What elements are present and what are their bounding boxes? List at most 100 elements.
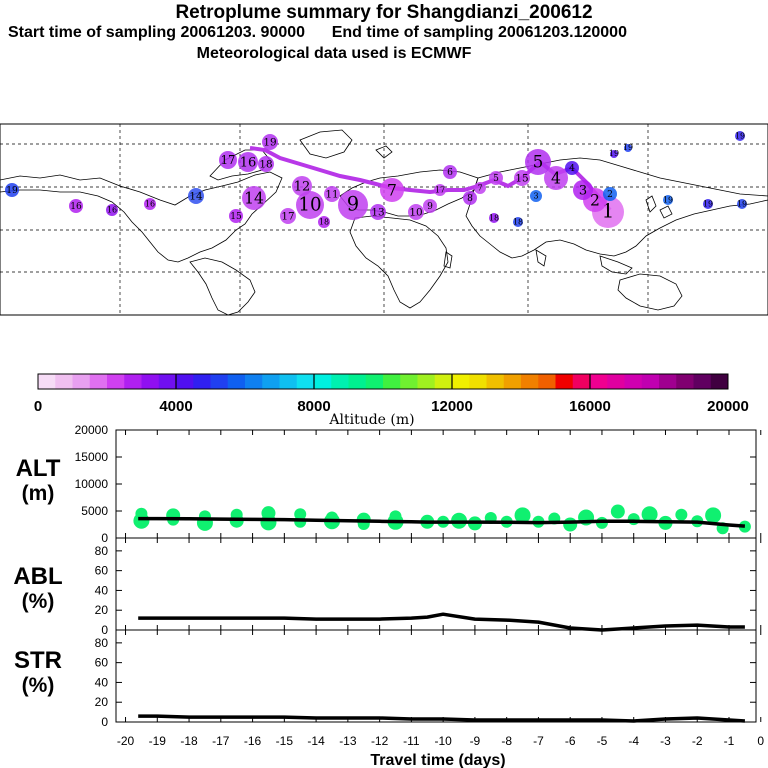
- time-series-panels: ALT (m) ABL (%) STR (%) 0 5000 10000 15000 2…: [13, 423, 764, 768]
- str-y-tick-label: 80: [95, 636, 109, 650]
- colorbar-cell: [624, 374, 643, 389]
- plume-marker-label: 9: [347, 192, 359, 215]
- plume-marker-label: 15: [230, 212, 242, 222]
- plume-marker: [188, 188, 204, 204]
- plume-marker: [489, 213, 499, 223]
- alt-cluster-point: [610, 504, 625, 519]
- alt-y-tick-label: 10000: [75, 477, 109, 491]
- plume-marker: [69, 199, 83, 213]
- plume-marker-label: 18: [259, 159, 272, 171]
- plume-marker: [280, 208, 296, 224]
- str-series-line: [138, 714, 746, 723]
- alt-series-line: [138, 516, 746, 528]
- abl-y-tick-label: 60: [95, 564, 109, 578]
- alt-cluster-point: [627, 513, 640, 526]
- plume-marker-label: 17: [435, 186, 445, 195]
- colorbar-tick-label: 12000: [431, 398, 473, 415]
- plume-marker: [318, 216, 330, 228]
- colorbar-cell: [710, 374, 729, 389]
- plume-marker-label: 19: [737, 199, 747, 208]
- altitude-colorbar: 0 4000 8000 12000 16000 20000 Altitude (m): [34, 373, 749, 428]
- colorbar-cell: [141, 374, 160, 389]
- met-data-note: Meteorological data used is ECMWF: [196, 45, 472, 62]
- plume-marker: [5, 183, 19, 197]
- plume-marker-label: 18: [513, 217, 523, 226]
- x-tick-label: -12: [371, 734, 389, 748]
- plume-marker-label: 16: [70, 202, 82, 212]
- plume-marker-label: 8: [467, 194, 473, 204]
- x-tick-label: -17: [212, 734, 230, 748]
- alt-y-tick-label: 5000: [81, 504, 108, 518]
- plume-marker: [408, 204, 424, 220]
- x-axis-label: Travel time (days): [370, 752, 505, 768]
- page-title: Retroplume summary for Shangdianzi_20061…: [175, 2, 593, 23]
- colorbar-cell: [55, 374, 73, 389]
- str-panel: [115, 629, 757, 723]
- abl-label: ABL: [13, 563, 62, 590]
- plume-marker: [370, 204, 386, 220]
- colorbar-cell: [400, 374, 418, 389]
- abl-y-tick-label: 0: [101, 623, 108, 637]
- plume-marker-label: 12: [294, 180, 311, 195]
- x-tick-label: -9: [470, 734, 481, 748]
- colorbar-cell: [193, 374, 211, 389]
- plume-marker-label: 2: [590, 191, 600, 209]
- plume-marker-label: 17: [221, 153, 236, 167]
- plume-marker: [324, 186, 340, 202]
- colorbar-cell: [572, 374, 591, 389]
- plume-marker-label: 19: [663, 195, 673, 204]
- colorbar-cell: [676, 374, 694, 389]
- plume-marker: [663, 195, 673, 205]
- plume-marker: [603, 187, 617, 201]
- colorbar-cell: [348, 374, 367, 389]
- alt-cluster-point: [514, 507, 531, 524]
- str-y-tick-label: 60: [95, 656, 109, 670]
- alt-cluster-point: [135, 507, 148, 520]
- colorbar-cell: [210, 374, 229, 389]
- abl-y-tick-label: 40: [95, 583, 109, 597]
- plume-marker: [489, 171, 503, 185]
- plume-marker-label: 9: [427, 202, 433, 212]
- colorbar-cell: [659, 374, 677, 389]
- colorbar-cell: [227, 374, 246, 389]
- colorbar-cell: [365, 374, 384, 389]
- colorbar-cell: [693, 374, 712, 389]
- plume-marker: [513, 217, 523, 227]
- x-tick-label: -4: [628, 734, 639, 748]
- plume-marker: [106, 204, 118, 216]
- x-tick-label: -15: [276, 734, 294, 748]
- plume-marker-label: 3: [579, 184, 587, 199]
- str-label: STR: [14, 647, 62, 674]
- plume-marker-label: 15: [515, 173, 528, 185]
- str-y-tick-label: 0: [101, 715, 108, 729]
- x-tick-label: -1: [724, 734, 735, 748]
- colorbar-tick-label: 20000: [707, 398, 749, 415]
- x-tick-label: -18: [180, 734, 198, 748]
- colorbar-cell: [607, 374, 625, 389]
- colorbar-cell: [38, 374, 56, 389]
- plume-marker: [525, 149, 551, 175]
- plume-marker-label: 16: [107, 206, 117, 215]
- plume-marker: [144, 198, 156, 210]
- x-tick-label: -11: [403, 734, 420, 748]
- colorbar-tick-label: 4000: [159, 398, 192, 415]
- x-tick-label: -7: [533, 734, 544, 748]
- plume-marker: [703, 199, 713, 209]
- plume-marker-label: 6: [447, 168, 453, 178]
- x-tick-label: -3: [660, 734, 671, 748]
- colorbar-cell: [555, 374, 574, 389]
- plume-marker: [296, 191, 324, 219]
- plume-marker-label: 16: [240, 156, 257, 171]
- alt-cluster-point: [641, 506, 658, 523]
- plume-marker-label: 10: [409, 207, 422, 219]
- colorbar-cell: [245, 374, 263, 389]
- plume-marker-label: 5: [533, 151, 544, 171]
- plume-marker-label: 13: [371, 207, 384, 219]
- colorbar-cell: [124, 374, 142, 389]
- plume-marker: [463, 191, 477, 205]
- colorbar-cell: [538, 374, 556, 389]
- plume-marker-label: 17: [281, 211, 294, 223]
- colorbar-cell: [89, 374, 108, 389]
- plume-marker-label: 19: [703, 199, 713, 208]
